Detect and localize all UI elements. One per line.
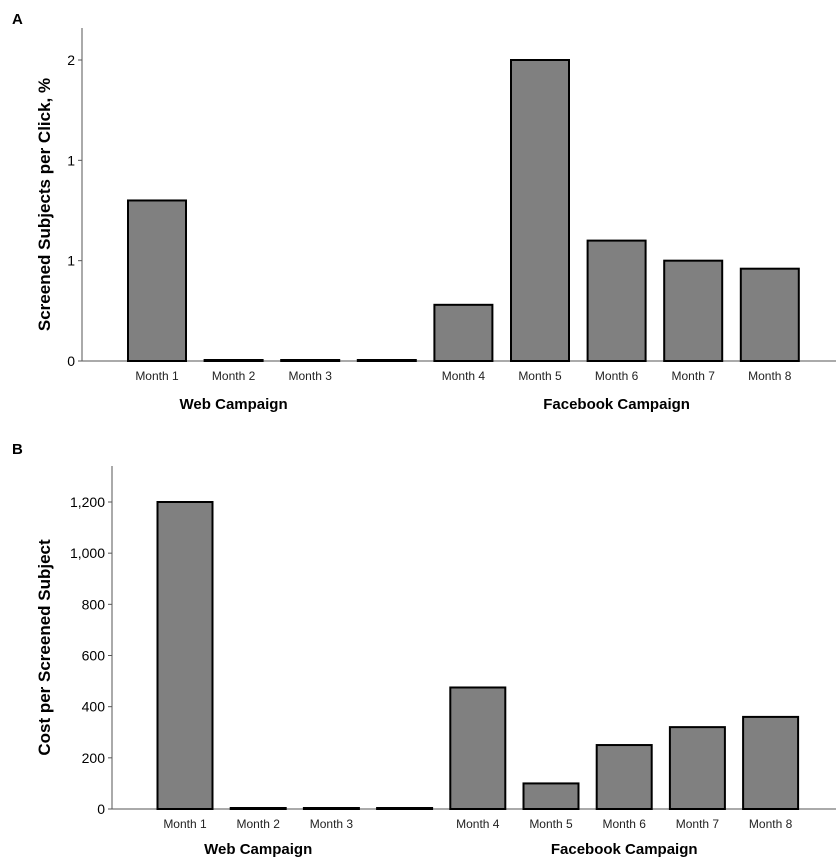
x-tick-label: Month 2 — [212, 369, 256, 383]
bar — [663, 259, 724, 362]
bar — [229, 807, 287, 810]
bar — [586, 239, 647, 363]
bar — [127, 199, 187, 362]
x-tick-label: Month 3 — [310, 817, 354, 831]
y-tick-label: 1 — [67, 152, 75, 168]
x-tick-label: Month 1 — [163, 817, 207, 831]
y-tick-label: 800 — [82, 596, 106, 612]
x-tick-label: Month 5 — [529, 817, 573, 831]
bar — [522, 782, 580, 811]
y-tick-label: 600 — [82, 648, 106, 664]
bar — [203, 359, 264, 362]
x-tick-label: Month 8 — [748, 369, 792, 383]
y-tick-label: 400 — [82, 699, 106, 715]
x-tick-label: Month 4 — [442, 369, 486, 383]
bar — [449, 686, 507, 811]
x-tick-label: Month 7 — [672, 369, 716, 383]
bar — [280, 359, 341, 362]
bar — [356, 359, 417, 362]
x-tick-label: Month 6 — [603, 817, 647, 831]
x-tick-label: Month 3 — [289, 369, 333, 383]
group-label: Facebook Campaign — [551, 841, 698, 858]
group-label: Web Campaign — [180, 396, 288, 413]
x-tick-label: Month 4 — [456, 817, 500, 831]
panel-a-letter: A — [12, 11, 23, 28]
bar — [739, 267, 800, 362]
x-tick-label: Month 2 — [237, 817, 281, 831]
group-label: Web Campaign — [204, 841, 312, 858]
x-tick-label: Month 1 — [135, 369, 179, 383]
bar — [668, 726, 726, 811]
panel-b-letter: B — [12, 441, 23, 458]
y-tick-label: 1,000 — [70, 545, 105, 561]
bar — [376, 807, 434, 810]
y-tick-label: 1,200 — [70, 494, 105, 510]
y-tick-label: 0 — [97, 801, 105, 817]
y-tick-label: 0 — [67, 353, 75, 369]
panel-b-y-axis-label: Cost per Screened Subject — [35, 539, 54, 756]
y-tick-label: 2 — [67, 52, 75, 68]
x-tick-label: Month 6 — [595, 369, 639, 383]
x-tick-label: Month 8 — [749, 817, 793, 831]
bar — [156, 501, 214, 810]
bar — [302, 807, 360, 810]
panel-b: B Cost per Screened Subject 0 200 400 600 80… — [12, 441, 836, 858]
y-tick-label: 200 — [82, 750, 106, 766]
panel-a: A Screened Subjects per Click, % 0 1 1 2 Mon… — [12, 11, 836, 413]
bar — [595, 744, 653, 811]
bar — [742, 715, 800, 811]
bar — [433, 303, 494, 362]
x-tick-label: Month 7 — [676, 817, 720, 831]
group-label: Facebook Campaign — [543, 396, 690, 413]
y-tick-label: 1 — [67, 253, 75, 269]
x-tick-label: Month 5 — [518, 369, 562, 383]
panel-a-y-axis-label: Screened Subjects per Click, % — [35, 78, 54, 331]
bar — [510, 59, 570, 362]
